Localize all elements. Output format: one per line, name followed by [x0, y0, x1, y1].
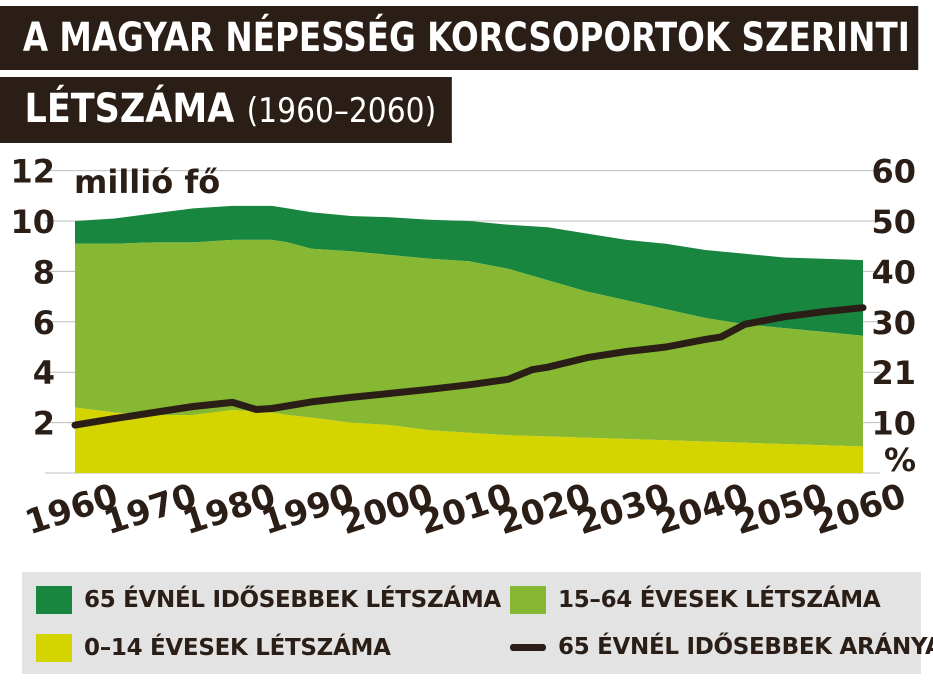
left-tick-label: 12 [10, 153, 55, 191]
left-tick-label: 2 [33, 405, 55, 443]
right-axis-unit: % [884, 441, 916, 479]
left-tick-label: 8 [33, 253, 55, 291]
area-65plus [75, 205, 863, 336]
right-tick-label: 21 [871, 354, 916, 392]
title-line-1: A MAGYAR NÉPESSÉG KORCSOPORTOK SZERINTI [0, 6, 918, 70]
right-tick-label: 40 [871, 253, 916, 291]
legend-item-15-64-count: 15–64 ÉVESEK LÉTSZÁMA [510, 586, 881, 614]
left-tick-label: 4 [33, 354, 55, 392]
title-line-2: LÉTSZÁMA (1960–2060) [0, 77, 452, 143]
legend-item-65plus-count: 65 ÉVNÉL IDŐSEBBEK LÉTSZÁMA [36, 586, 501, 614]
right-tick-label: 10 [871, 405, 916, 443]
legend-label-15-64-count: 15–64 ÉVESEK LÉTSZÁMA [558, 587, 881, 613]
legend-label-65plus-share: 65 ÉVNÉL IDŐSEBBEK ARÁNYA [558, 634, 933, 660]
x-tick-label: 2060 [808, 476, 910, 543]
legend: 65 ÉVNÉL IDŐSEBBEK LÉTSZÁMA 15–64 ÉVESEK… [22, 572, 933, 674]
area-15-64 [75, 239, 863, 447]
legend-item-0-14-count: 0–14 ÉVESEK LÉTSZÁMA [36, 634, 391, 662]
legend-swatch-yellow [36, 634, 72, 662]
area-0-14 [75, 407, 863, 473]
right-tick-label: 60 [871, 153, 916, 191]
left-tick-label: 10 [10, 203, 55, 241]
right-tick-label: 30 [871, 304, 916, 342]
legend-label-65plus-count: 65 ÉVNÉL IDŐSEBBEK LÉTSZÁMA [84, 587, 501, 613]
left-tick-label: 6 [33, 304, 55, 342]
legend-label-0-14-count: 0–14 ÉVESEK LÉTSZÁMA [84, 635, 391, 661]
left-axis-unit: millió fő [74, 163, 220, 201]
legend-swatch-mid-green [510, 586, 546, 614]
title-text-2: LÉTSZÁMA [24, 86, 235, 132]
title-paren: (1960–2060) [246, 91, 437, 131]
legend-swatch-dark-green [36, 586, 72, 614]
line-65plus-share [71, 304, 867, 429]
legend-item-65plus-share: 65 ÉVNÉL IDŐSEBBEK ARÁNYA [510, 634, 933, 660]
title-text-1: A MAGYAR NÉPESSÉG KORCSOPORTOK SZERINTI [22, 15, 910, 61]
right-tick-label: 50 [871, 203, 916, 241]
legend-swatch-line [510, 643, 546, 651]
